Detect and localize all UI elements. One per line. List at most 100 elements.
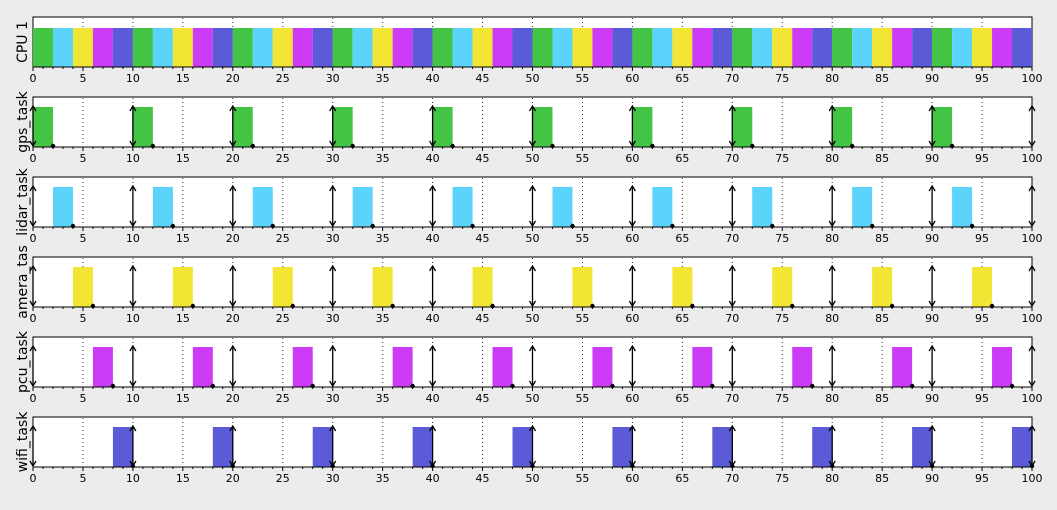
cpu-slot-gps_task [332,28,353,67]
x-tick-label: 10 [126,312,140,325]
cpu-slot-pcu_task [492,28,513,67]
x-tick-label: 30 [326,72,340,85]
x-tick-label: 70 [725,312,739,325]
x-tick-label: 0 [30,472,37,485]
cpu-slot-lidar_task [552,28,573,67]
x-tick-label: 75 [775,152,789,165]
release-arrow-head-down [29,220,37,228]
cpu-slot-lidar_task [252,28,273,67]
cpu-slot-camera_task [72,28,93,67]
execution-bar [752,187,773,227]
execution-bar [352,187,373,227]
release-arrow-head-down [129,220,137,228]
release-arrow-head-up [628,344,636,352]
release-arrow-head-up [828,104,836,112]
release-arrow-head-up [329,344,337,352]
cpu-slot-lidar_task [952,28,973,67]
x-tick-label: 100 [1022,152,1043,165]
x-tick-label: 5 [79,152,86,165]
x-tick-label: 55 [575,152,589,165]
x-tick-label: 70 [725,152,739,165]
release-arrow-head-up [628,184,636,192]
execution-bar [792,347,813,387]
x-tick-label: 35 [376,152,390,165]
timeline-panel-2: 0 5 10 15 20 25 30 35 40 45 50 55 60 65 70 75 80 85 90 95 10… [15,167,1043,245]
cpu-slot-camera_task [872,28,893,67]
execution-bar [672,267,693,307]
release-arrow-head-up [429,344,437,352]
cpu-slot-wifi_task [212,28,233,67]
release-arrow-head-down [229,380,237,388]
cpu-slot-pcu_task [792,28,813,67]
release-arrow-head-up [828,264,836,272]
y-axis-label: wifi_task [15,411,31,473]
release-arrow-head-down [528,220,537,228]
release-arrow-head-up [329,104,337,112]
x-tick-label: 95 [975,392,989,405]
x-tick-label: 5 [79,72,86,85]
x-tick-label: 30 [326,232,340,245]
x-tick-label: 30 [326,472,340,485]
x-tick-label: 100 [1022,232,1043,245]
execution-bar [372,267,393,307]
cpu-slot-camera_task [672,28,693,67]
cpu-slot-lidar_task [352,28,373,67]
x-tick-label: 0 [30,152,37,165]
cpu-slot-camera_task [272,28,293,67]
x-tick-label: 95 [975,72,989,85]
y-axis-label: pcu_task [15,330,31,393]
execution-bar [72,267,93,307]
cpu-slot-wifi_task [312,28,333,67]
execution-bar [152,187,173,227]
timeline-panel-5: 0 5 10 15 20 25 30 35 40 45 50 55 60 65 70 75 80 85 90 95 10… [15,411,1043,485]
cpu-slot-pcu_task [892,28,913,67]
release-arrow-head-down [1028,380,1036,388]
release-arrow-head-up [1028,344,1036,352]
x-tick-label: 50 [526,232,540,245]
release-arrow-head-up [129,264,137,272]
release-arrow-head-up [728,344,736,352]
x-tick-label: 75 [775,472,789,485]
cpu-slot-pcu_task [192,28,213,67]
timeline-panel-4: 0 5 10 15 20 25 30 35 40 45 50 55 60 65 70 75 80 85 90 95 10… [15,330,1043,405]
x-tick-label: 35 [376,312,390,325]
release-arrow-head-up [928,424,936,432]
release-arrow-head-up [29,184,37,192]
release-arrow-head-down [828,220,836,228]
release-arrow-head-down [429,380,437,388]
execution-bar [992,347,1013,387]
x-tick-label: 20 [226,472,240,485]
release-arrow-head-down [828,140,836,148]
release-arrow-head-down [29,300,37,308]
x-tick-label: 100 [1022,72,1043,85]
x-tick-label: 5 [79,312,86,325]
execution-bar [452,187,473,227]
release-arrow-head-down [29,380,37,388]
release-arrow-head-up [928,344,936,352]
cpu-slot-camera_task [472,28,493,67]
x-tick-label: 0 [30,392,37,405]
x-tick-label: 70 [725,472,739,485]
cpu-slot-gps_task [232,28,253,67]
release-arrow-head-down [628,220,636,228]
x-tick-label: 65 [675,232,689,245]
timeline-panel-0: 0 5 10 15 20 25 30 35 40 45 50 55 60 65 70 75 80 85 90 95 10… [15,16,1043,85]
execution-bar [112,427,133,467]
x-tick-label: 60 [625,152,639,165]
x-tick-label: 85 [875,392,889,405]
x-tick-label: 10 [126,232,140,245]
release-arrow-head-up [1028,184,1036,192]
execution-bar [852,187,873,227]
release-arrow-head-down [429,140,437,148]
execution-bar [832,107,853,147]
x-tick-label: 90 [925,472,939,485]
execution-bar [392,347,413,387]
x-tick-label: 90 [925,152,939,165]
x-tick-label: 35 [376,72,390,85]
release-arrow-head-up [1028,264,1036,272]
x-tick-label: 95 [975,312,989,325]
release-arrow-head-down [928,220,936,228]
x-tick-label: 25 [276,472,290,485]
cpu-slot-gps_task [432,28,453,67]
